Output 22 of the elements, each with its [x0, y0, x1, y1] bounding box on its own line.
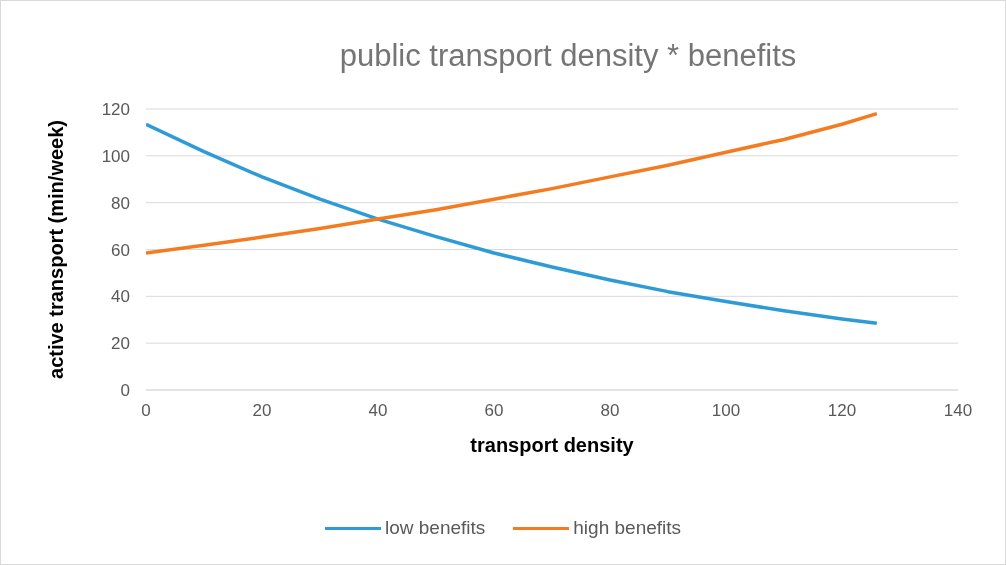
x-tick-label: 120	[827, 401, 857, 421]
y-axis-title: active transport (min/week)	[45, 120, 68, 379]
x-tick-label: 20	[252, 401, 272, 421]
x-tick-label: 140	[943, 401, 973, 421]
y-tick-label: 20	[111, 334, 130, 354]
x-tick-label: 100	[711, 401, 741, 421]
x-tick-label: 0	[141, 401, 151, 421]
y-tick-label: 40	[111, 287, 130, 307]
y-tick-label: 120	[101, 100, 130, 120]
legend-label: low benefits	[384, 517, 486, 539]
x-axis-title: transport density	[470, 434, 635, 457]
chart-title: public transport density * benefits	[338, 38, 798, 74]
x-tick-label: 60	[484, 401, 504, 421]
y-tick-label: 60	[111, 240, 130, 260]
y-tick-label: 0	[120, 381, 130, 401]
line-series	[146, 111, 879, 255]
legend-label: high benefits	[573, 517, 682, 539]
x-tick-label: 80	[600, 401, 620, 421]
y-tick-label: 100	[101, 146, 130, 166]
y-tick-label: 80	[111, 193, 130, 213]
x-tick-label: 40	[368, 401, 388, 421]
line-series	[146, 122, 879, 326]
